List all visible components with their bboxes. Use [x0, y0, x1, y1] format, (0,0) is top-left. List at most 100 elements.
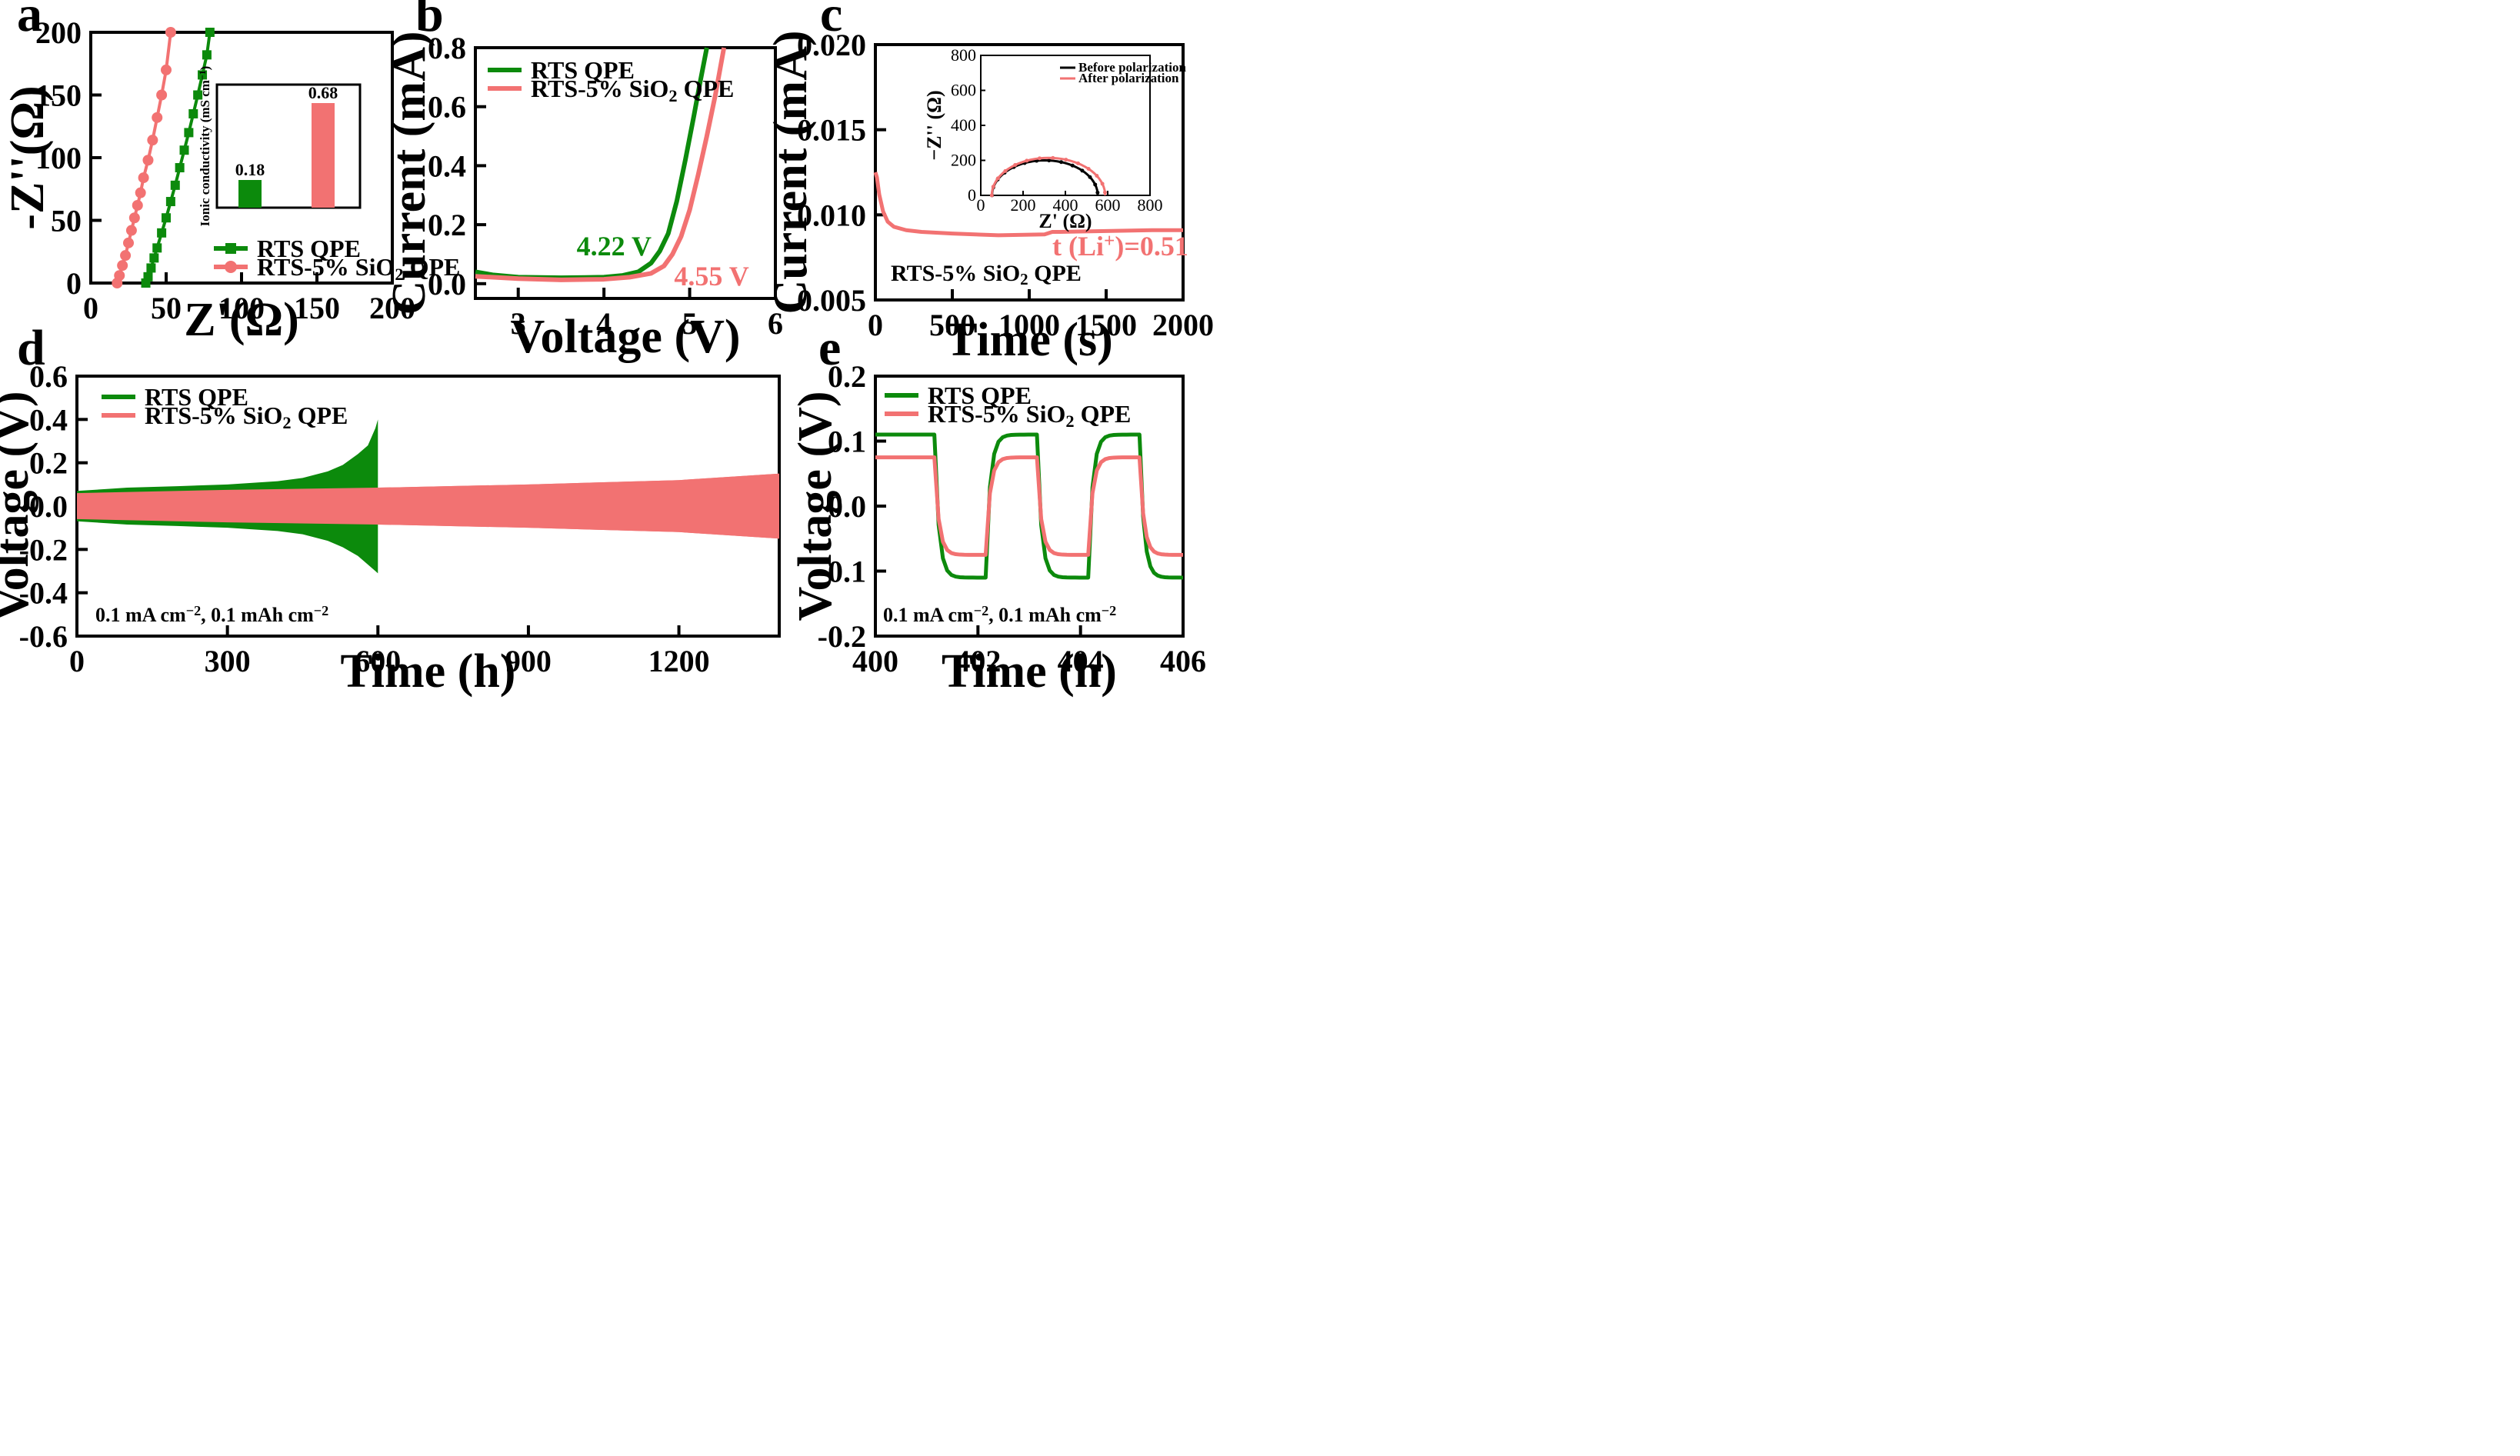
inset-point [1047, 158, 1052, 163]
x-tick-label: 400 [852, 644, 898, 678]
legend-marker [225, 243, 236, 254]
inset-y-label: Ionic conductivity (mS cm−​1​) [197, 66, 212, 227]
data-point [152, 243, 162, 253]
y-tick-label: 0.020 [797, 28, 866, 62]
panel-c: 0 500 1000 1500 20000.0050.0100.0150.020Time… [765, 0, 1214, 366]
data-point [193, 90, 203, 100]
y-tick-label: -0.2 [19, 532, 68, 567]
y-tick-label: 0.4 [428, 148, 466, 183]
y-tick-label: 0.0 [29, 489, 68, 524]
inset-point [1088, 175, 1092, 179]
inset-point [1102, 190, 1107, 195]
inset-x-tick: 0 [977, 195, 985, 215]
y-axis-label: Current (mA) [765, 30, 817, 314]
y-tick-label: -0.2 [818, 619, 866, 654]
y-axis-label: Current (mA) [383, 31, 435, 315]
x-axis-label: Voltage (V) [510, 311, 740, 363]
y-tick-label: -0.1 [818, 555, 866, 589]
data-point [175, 163, 185, 173]
x-tick-label: 50 [151, 291, 182, 325]
x-tick-label: 404 [1058, 644, 1104, 678]
data-point [135, 187, 146, 198]
inset-point [1051, 155, 1055, 160]
inset-bar [238, 180, 262, 208]
data-point [165, 27, 176, 38]
y-tick-label: -0.6 [19, 619, 68, 654]
inset-legend-label: Before polarization [1078, 60, 1186, 75]
y-tick-label: 0 [66, 266, 82, 301]
inset-bar-label: 0.18 [235, 160, 265, 179]
y-tick-label: 0.2 [428, 208, 466, 242]
y-tick-label: 0.0 [828, 489, 866, 524]
x-tick-label: 5 [682, 306, 698, 341]
data-point [188, 108, 198, 118]
inset-y-tick: 0 [968, 185, 976, 205]
inset-bar-label: 0.68 [308, 83, 338, 102]
data-point [202, 50, 212, 60]
inset-point [1080, 168, 1085, 173]
series-band-overlay [77, 473, 779, 539]
y-tick-label: 50 [51, 204, 82, 238]
data-point [205, 28, 215, 37]
data-point [128, 212, 140, 224]
x-tick-label: 300 [205, 644, 251, 678]
y-tick-label: 0.4 [29, 402, 68, 437]
inset-x-tick: 200 [1011, 195, 1036, 215]
inset-point [991, 185, 995, 189]
inset-point [1003, 168, 1008, 173]
y-tick-label: 0.2 [29, 446, 68, 481]
inset-y-label: −Z'' (Ω) [923, 90, 945, 160]
inset-point [995, 176, 1000, 181]
x-tick-label: 600 [355, 644, 401, 678]
panel-b: 3 4 5 6 0.0 0.2 0.4 0.6 0.8 Voltage (V) Current (m… [383, 0, 783, 363]
panel-a: 0 50 100 150 200 0 50 100 150 200 Z'(Ω) -Z''(Ω) a RTS… [2, 0, 460, 346]
y-axis-label: -Z''(Ω) [2, 85, 54, 229]
y-tick-label: 200 [35, 15, 82, 50]
inset-point [1013, 163, 1018, 168]
inset-y-tick: 800 [951, 45, 976, 65]
inset-y-tick: 200 [951, 151, 976, 170]
legend-label: RTS-5% SiO2​ QPE [145, 401, 348, 432]
legend-label: RTS QPE [145, 383, 248, 411]
data-point [162, 213, 171, 223]
data-point [184, 128, 194, 138]
y-tick-label: 0.6 [428, 90, 466, 125]
inset-point [1093, 182, 1098, 187]
legend-marker [225, 261, 237, 273]
data-point [123, 237, 134, 248]
annotation: RTS-5% SiO2​ QPE [891, 261, 1082, 288]
panel-label: b [415, 0, 444, 42]
data-point [142, 155, 154, 166]
x-axis-label: Time (h) [942, 645, 1117, 698]
x-tick-label: 1000 [998, 308, 1060, 342]
inset-x-tick: 800 [1138, 195, 1163, 215]
x-tick-label: 1500 [1075, 308, 1137, 342]
inset-point [1025, 158, 1029, 163]
x-tick-label: 4 [596, 306, 612, 341]
panel-label: a [17, 0, 42, 42]
annotation: 0.1 mA cm−​2​, 0.1 mAh cm−​2​ [883, 603, 1116, 626]
annotation: 4.55 V [674, 261, 748, 292]
annotation: 0.1 mA cm−​2​, 0.1 mAh cm−​2​ [95, 603, 328, 626]
y-tick-label: 0.0 [428, 267, 466, 302]
data-point [132, 199, 143, 211]
y-tick-label: 0.015 [797, 113, 866, 148]
series-line [875, 455, 1184, 557]
series-line [873, 172, 1183, 238]
data-point [114, 270, 125, 282]
y-tick-label: 0.005 [797, 283, 866, 318]
x-tick-label: 406 [1160, 644, 1206, 678]
data-point [147, 135, 158, 146]
inset-point [1037, 156, 1042, 161]
data-point [179, 145, 189, 155]
data-point [120, 250, 132, 262]
data-point [149, 253, 159, 263]
data-point [170, 180, 180, 190]
x-tick-label: 100 [218, 291, 265, 325]
panel-label: d [17, 320, 45, 376]
x-axis-label: Time (s) [945, 314, 1113, 366]
x-tick-label: 0 [868, 308, 883, 342]
x-tick-label: 900 [505, 644, 552, 678]
data-point [152, 112, 163, 123]
